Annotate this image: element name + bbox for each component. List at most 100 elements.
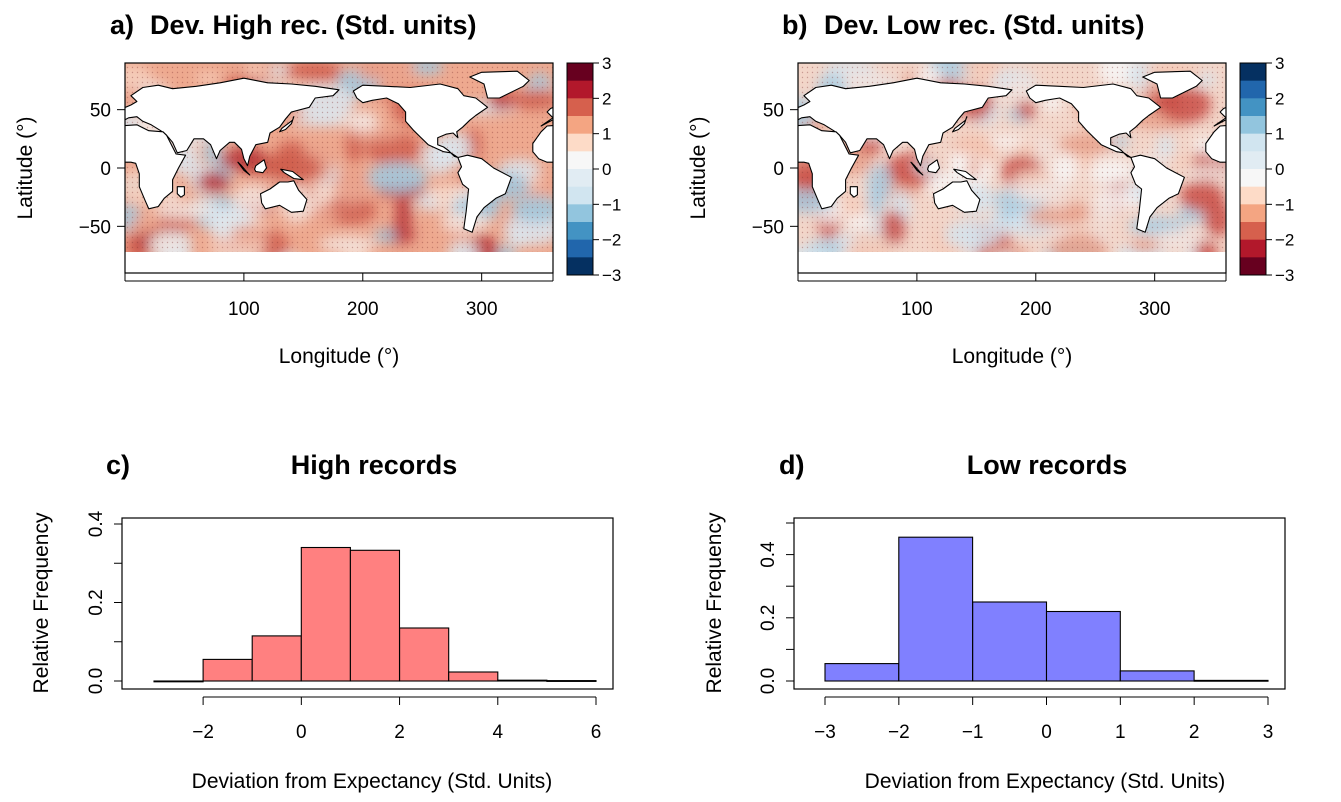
colorbar-segment	[1240, 204, 1266, 223]
histogram-bar	[300, 546, 351, 682]
y-tick-label: 0.2	[758, 605, 779, 631]
panel-b-land	[703, 70, 1226, 273]
land-polygon	[457, 154, 512, 233]
y-tick-label: 0	[100, 159, 111, 180]
x-tick-label: 0	[296, 722, 307, 743]
land-polygon	[237, 161, 251, 176]
colorbar-segment	[567, 204, 593, 223]
panel-b-colorbar: 3 2 1 0 −1 −2 −3	[1239, 54, 1294, 285]
land-polygon	[910, 161, 924, 176]
colorbar-segment	[1240, 257, 1266, 276]
panel-c-xlabel: Deviation from Expectancy (Std. Units)	[192, 770, 553, 793]
panel-a-title: Dev. High rec. (Std. units)	[150, 10, 477, 40]
panel-a-xlabel: Longitude (°)	[279, 345, 399, 368]
land-polygon	[1025, 83, 1162, 159]
histogram-bar	[349, 549, 401, 682]
panel-a-map: a) Dev. High rec. (Std. units) 100 200 300…	[14, 10, 621, 368]
land-polygon	[715, 71, 774, 98]
panel-d-histogram: d) Low records −3 −2 −1 0 1 2 3 0.0 0.2 0.4 Relat…	[703, 450, 1286, 793]
colorbar-segment	[567, 98, 593, 117]
land-polygon	[953, 168, 977, 181]
colorbar-segment	[1240, 239, 1266, 258]
panel-a-land	[42, 70, 553, 273]
panel-d-bars	[824, 536, 1269, 682]
x-tick-label: −2	[192, 722, 214, 743]
panel-b-label: b)	[782, 10, 807, 40]
panel-d-ylabel: Relative Frequency	[703, 512, 726, 693]
land-polygon	[532, 125, 553, 163]
y-tick-label: −50	[752, 217, 784, 238]
colorbar-segment	[1240, 63, 1266, 82]
colorbar-tick-label: 1	[1275, 125, 1284, 144]
y-tick-label: 50	[763, 101, 784, 122]
panel-c-bars	[153, 546, 597, 683]
x-tick-label: 0	[1041, 722, 1052, 743]
x-tick-label: 300	[466, 299, 498, 320]
colorbar-tick-label: −1	[602, 195, 621, 214]
colorbar-tick-label: 2	[1275, 89, 1284, 108]
colorbar-segment	[567, 80, 593, 99]
colorbar-segment	[567, 133, 593, 152]
land-polygon	[1142, 70, 1203, 99]
histogram-bar	[497, 679, 548, 682]
colorbar-segment	[567, 186, 593, 205]
colorbar-tick-label: 2	[602, 89, 611, 108]
x-tick-label: 3	[1263, 722, 1274, 743]
colorbar-segment	[1240, 169, 1266, 188]
land-polygon	[540, 106, 553, 127]
colorbar-segment	[567, 222, 593, 241]
x-tick-label: 1	[1115, 722, 1126, 743]
y-tick-label: 0.4	[86, 510, 107, 537]
land-polygon	[259, 180, 308, 213]
panel-b-ylabel: Latitude (°)	[687, 117, 710, 220]
histogram-bar	[824, 663, 900, 682]
panel-d-xlabel: Deviation from Expectancy (Std. Units)	[865, 770, 1226, 793]
land-polygon	[352, 83, 489, 159]
histogram-bar	[399, 627, 450, 682]
x-tick-label: −3	[814, 722, 836, 743]
histogram-bar	[1045, 610, 1121, 682]
x-tick-label: 100	[901, 299, 933, 320]
panel-c-ylabel: Relative Frequency	[30, 512, 53, 693]
y-tick-label: 0	[773, 159, 784, 180]
land-polygon	[280, 168, 304, 181]
land-polygon	[469, 70, 530, 99]
panel-a-field	[42, 63, 553, 273]
panel-a-label: a)	[110, 10, 134, 40]
land-polygon	[125, 124, 187, 210]
histogram-bar	[1193, 679, 1269, 682]
x-tick-label: 4	[492, 722, 503, 743]
histogram-bar	[153, 680, 204, 683]
colorbar-tick-label: −1	[1275, 195, 1294, 214]
colorbar-segment	[1240, 116, 1266, 135]
panel-c-histogram: c) High records −2 0 2 4 6 0.0 0.2 0.4 Relative…	[30, 450, 614, 793]
land-polygon	[1213, 106, 1226, 127]
panel-a-ylabel: Latitude (°)	[14, 117, 37, 220]
land-polygon	[798, 124, 860, 210]
x-tick-label: 2	[394, 722, 405, 743]
panel-c-label: c)	[106, 450, 130, 480]
land-polygon	[1130, 154, 1185, 233]
x-tick-label: 200	[1020, 299, 1052, 320]
x-tick-label: 300	[1139, 299, 1171, 320]
panel-c-axes: −2 0 2 4 6 0.0 0.2 0.4	[86, 510, 601, 743]
histogram-bar	[448, 671, 499, 682]
land-antarctica	[798, 252, 1226, 273]
histogram-bar	[546, 680, 597, 682]
land-polygon	[279, 116, 295, 133]
panel-a-axes: 100 200 300 −50 0 50	[79, 101, 554, 320]
land-polygon	[703, 155, 757, 232]
histogram-bar	[898, 536, 974, 682]
colorbar-tick-label: −3	[602, 266, 621, 285]
land-polygon	[125, 77, 340, 167]
colorbar-tick-label: 0	[602, 160, 611, 179]
x-tick-label: −1	[962, 722, 984, 743]
land-polygon	[798, 77, 1013, 167]
y-tick-label: 50	[90, 101, 111, 122]
x-tick-label: 6	[591, 722, 602, 743]
colorbar-segment	[567, 63, 593, 82]
colorbar-segment	[1240, 80, 1266, 99]
land-polygon	[42, 71, 101, 98]
panel-b-field	[703, 63, 1226, 273]
panel-d-label: d)	[779, 450, 804, 480]
